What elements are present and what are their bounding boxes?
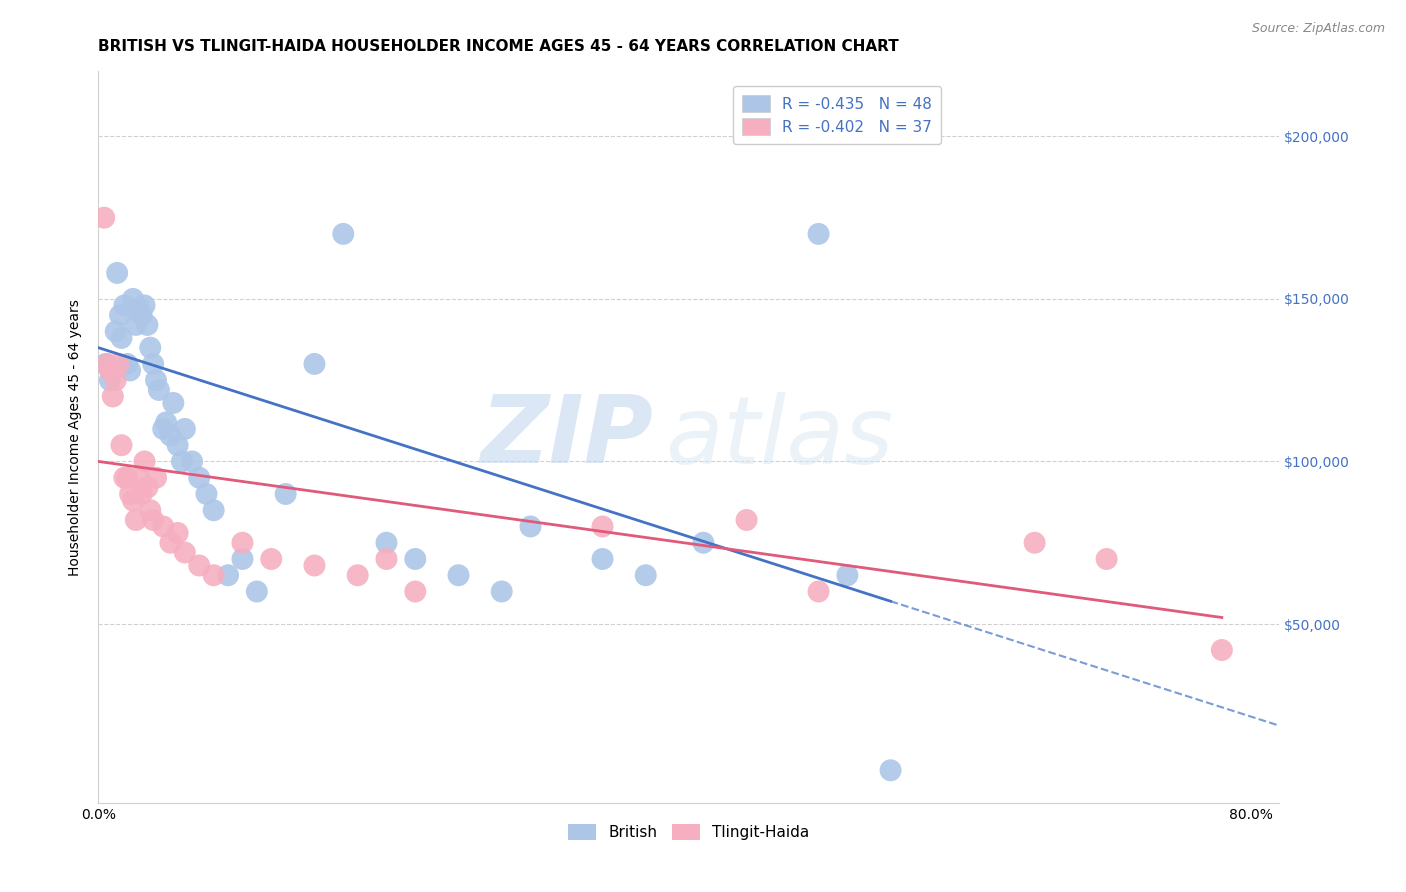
Point [162,396,184,410]
Point [93,211,115,225]
Point [231,552,253,566]
Point [112,471,135,485]
Point [166,438,188,452]
Point [692,535,714,549]
Point [98,373,121,387]
Point [195,487,218,501]
Point [134,298,156,312]
Point [837,568,859,582]
Point [128,301,150,316]
Point [115,357,138,371]
Point [159,535,181,549]
Point [96,357,118,371]
Point [105,266,128,280]
Point [139,341,162,355]
Point [101,363,124,377]
Point [260,552,283,566]
Point [155,416,177,430]
Point [120,487,142,501]
Point [152,422,174,436]
Point [98,363,121,377]
Point [173,545,195,559]
Point [108,308,131,322]
Point [122,292,145,306]
Point [122,493,145,508]
Point [142,357,165,371]
Legend: British, Tlingit-Haida: British, Tlingit-Haida [562,817,815,847]
Point [166,526,188,541]
Point [188,558,211,573]
Point [94,357,117,371]
Point [346,568,368,582]
Point [139,503,162,517]
Point [101,389,124,403]
Point [104,325,127,339]
Point [170,454,193,468]
Y-axis label: Householder Income Ages 45 - 64 years: Householder Income Ages 45 - 64 years [69,299,83,575]
Point [404,584,426,599]
Point [592,552,614,566]
Point [148,383,170,397]
Point [519,519,541,533]
Point [332,227,354,241]
Point [879,764,901,778]
Point [104,373,127,387]
Point [375,535,398,549]
Point [120,363,142,377]
Point [125,513,148,527]
Point [274,487,297,501]
Point [159,428,181,442]
Point [1024,535,1046,549]
Text: atlas: atlas [665,392,894,483]
Point [491,584,513,599]
Point [188,471,211,485]
Point [131,308,153,322]
Point [173,422,195,436]
Point [142,513,165,527]
Point [404,552,426,566]
Text: Source: ZipAtlas.com: Source: ZipAtlas.com [1251,22,1385,36]
Point [112,298,135,312]
Point [145,373,167,387]
Point [134,454,156,468]
Point [115,471,138,485]
Point [125,318,148,332]
Point [1095,552,1118,566]
Point [152,519,174,533]
Point [128,471,150,485]
Point [807,584,830,599]
Point [136,318,159,332]
Point [447,568,470,582]
Text: ZIP: ZIP [481,391,654,483]
Point [807,227,830,241]
Point [1211,643,1233,657]
Point [592,519,614,533]
Point [131,487,153,501]
Point [375,552,398,566]
Point [110,331,132,345]
Point [735,513,758,527]
Point [304,558,326,573]
Point [145,471,167,485]
Point [136,480,159,494]
Point [217,568,239,582]
Point [304,357,326,371]
Point [202,568,225,582]
Point [231,535,253,549]
Point [634,568,657,582]
Text: BRITISH VS TLINGIT-HAIDA HOUSEHOLDER INCOME AGES 45 - 64 YEARS CORRELATION CHART: BRITISH VS TLINGIT-HAIDA HOUSEHOLDER INC… [98,38,900,54]
Point [110,438,132,452]
Point [181,454,204,468]
Point [107,357,129,371]
Point [202,503,225,517]
Point [246,584,269,599]
